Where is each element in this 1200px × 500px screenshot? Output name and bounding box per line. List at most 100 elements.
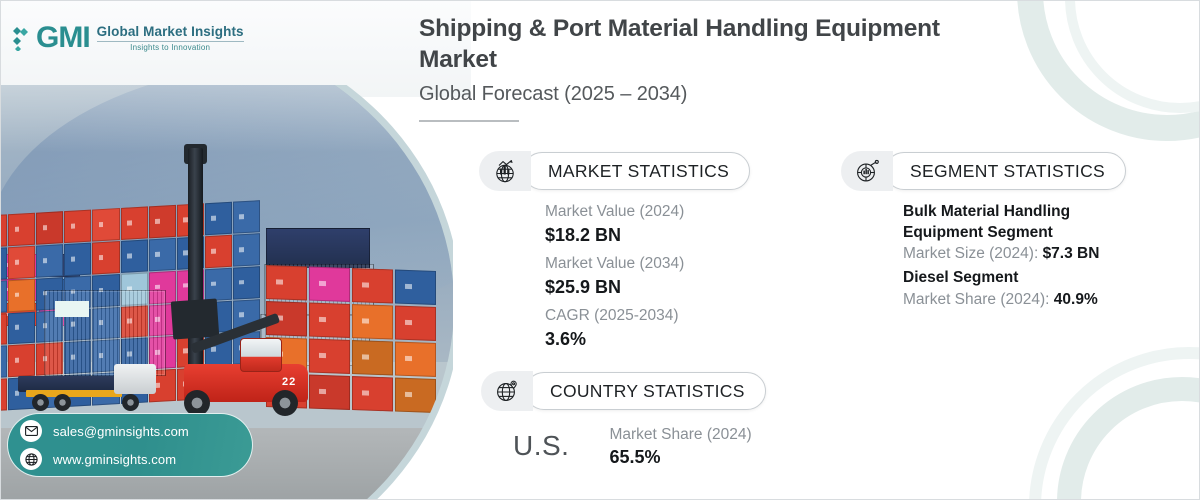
market-value-2024-value: $18.2 BN — [545, 224, 622, 245]
country-share-label: Market Share (2024) — [609, 426, 752, 443]
photo-trailer-stripe — [26, 390, 122, 397]
segment-statistics-label: SEGMENT STATISTICS — [910, 160, 1106, 181]
market-value-2024-label: Market Value (2024) — [545, 203, 685, 220]
photo-container-teal-lifted — [44, 290, 166, 376]
segment-2-metric-value: 40.9% — [1053, 290, 1098, 308]
segment-statistics-panel: SEGMENT STATISTICS Bulk Material Handlin… — [841, 151, 1199, 311]
country-statistics-rows: U.S. Market Share (2024) 65.5% — [513, 425, 766, 469]
photo-trailer-wheel — [54, 394, 71, 411]
photo-shipping-container — [64, 242, 92, 276]
segment-1-name-line-2: Equipment Segment — [903, 223, 1053, 241]
page-subtitle: Global Forecast (2025 – 2034) — [419, 82, 688, 105]
gmi-company-name: Global Market Insights — [96, 24, 244, 39]
decorative-arc-top-right — [1017, 1, 1199, 141]
contact-website-row[interactable]: www.gminsights.com — [20, 448, 240, 470]
header: Shipping & Port Material Handling Equipm… — [419, 13, 1019, 122]
photo-shipping-container — [148, 204, 176, 239]
market-statistics-label: MARKET STATISTICS — [548, 160, 730, 181]
photo-shipping-container — [204, 234, 232, 268]
photo-stacker-wheel — [184, 390, 210, 416]
segment-1-metric-value: $7.3 BN — [1042, 245, 1100, 263]
photo-shipping-container — [232, 233, 260, 267]
photo-shipping-container — [1, 378, 8, 412]
contact-website[interactable]: www.gminsights.com — [53, 451, 177, 467]
segment-1-name-line-1: Bulk Material Handling — [903, 203, 1071, 220]
gmi-logo-divider — [96, 41, 244, 42]
photo-shipping-container — [120, 206, 148, 240]
photo-container-navy — [266, 228, 370, 268]
photo-stacker-number: 22 — [282, 376, 297, 388]
gmi-initials: GMI — [36, 21, 91, 54]
contact-pill: sales@gminsights.com www.gminsights.com — [7, 413, 253, 477]
market-statistics-label-pill: MARKET STATISTICS — [523, 152, 751, 190]
header-background-wash — [1, 1, 471, 97]
decorative-arc-top-right-inner — [1065, 1, 1199, 113]
globe-bar-chart-icon — [479, 151, 531, 191]
cagr-label: CAGR (2025-2034) — [545, 306, 679, 324]
photo-shipping-container — [1, 279, 8, 314]
photo-shipping-container — [36, 243, 64, 278]
segment-2-metric: Market Share (2024): 40.9% — [903, 289, 1199, 311]
photo-trailer-wheel — [122, 394, 139, 411]
photo-trailer-cab — [114, 364, 156, 394]
market-statistics-panel: MARKET STATISTICS Market Value (2024) $1… — [479, 151, 751, 358]
globe-icon — [20, 448, 42, 470]
port-photo-image: 22 — [1, 85, 453, 499]
photo-shipping-container — [92, 240, 120, 275]
globe-pin-icon — [481, 371, 533, 411]
market-statistics-rows: Market Value (2024) $18.2 BN Market Valu… — [545, 202, 750, 351]
photo-stacker-wheel — [272, 390, 298, 416]
market-value-2034-label: Market Value (2034) — [545, 254, 685, 272]
segment-1-metric: Market Size (2024): $7.3 BN — [903, 243, 1199, 265]
title-divider — [419, 119, 519, 122]
country-statistics-panel: COUNTRY STATISTICS U.S. Market Share (20… — [481, 371, 766, 469]
photo-stacker-mast — [188, 148, 203, 396]
country-share-value: 65.5% — [609, 447, 661, 468]
photo-shipping-container — [36, 211, 64, 245]
photo-shipping-container — [64, 209, 92, 243]
photo-shipping-container — [8, 278, 36, 312]
photo-shipping-container — [8, 212, 36, 247]
photo-trailer-wheel — [32, 394, 49, 411]
segment-statistics-label-pill: SEGMENT STATISTICS — [885, 152, 1127, 190]
photo-sky-haze — [1, 85, 453, 152]
contact-email-row[interactable]: sales@gminsights.com — [20, 420, 240, 442]
market-statistics-header: MARKET STATISTICS — [479, 151, 751, 191]
pie-chart-arrow-icon — [841, 151, 893, 191]
country-share-block: Market Share (2024) 65.5% — [609, 425, 751, 469]
photo-shipping-container — [1, 345, 8, 379]
photo-stacker-spreader — [170, 298, 220, 340]
port-photo-panel: 22 — [1, 85, 453, 499]
photo-stacker-cab — [240, 338, 282, 372]
port-photo-circle-mask: 22 — [1, 85, 453, 499]
photo-shipping-container — [1, 312, 8, 347]
photo-shipping-container — [8, 311, 36, 345]
contact-email[interactable]: sales@gminsights.com — [53, 423, 189, 439]
segment-statistics-rows: Bulk Material Handling Equipment Segment… — [903, 202, 1199, 311]
photo-shipping-container — [1, 247, 8, 281]
segment-2-metric-label: Market Share (2024): — [903, 290, 1050, 308]
segment-statistics-header: SEGMENT STATISTICS — [841, 151, 1199, 191]
market-value-2034-value: $25.9 BN — [545, 276, 622, 297]
photo-shipping-container — [232, 200, 260, 234]
country-statistics-label-pill: COUNTRY STATISTICS — [525, 372, 766, 410]
photo-reach-stacker: 22 — [136, 144, 316, 416]
decorative-arc-bottom-right — [1057, 377, 1199, 499]
photo-shipping-container — [92, 208, 120, 242]
country-statistics-label: COUNTRY STATISTICS — [550, 380, 745, 401]
gmi-tagline: Insights to Innovation — [130, 43, 211, 52]
segment-1-metric-label: Market Size (2024): — [903, 245, 1039, 263]
envelope-icon — [20, 420, 42, 442]
gmi-wordmark: Global Market Insights Insights to Innov… — [96, 24, 244, 52]
decorative-arc-bottom-right-inner — [1029, 347, 1199, 499]
photo-shipping-container — [8, 245, 36, 279]
country-statistics-header: COUNTRY STATISTICS — [481, 371, 766, 411]
photo-edge-fade — [364, 85, 453, 499]
photo-shipping-container — [1, 214, 8, 248]
cagr-value: 3.6% — [545, 328, 587, 349]
photo-container-teal-placard — [55, 301, 89, 317]
photo-shipping-container — [204, 201, 232, 236]
gmi-diamond-mark-icon — [13, 25, 29, 52]
gmi-logo[interactable]: GMI Global Market Insights Insights to I… — [13, 23, 244, 53]
